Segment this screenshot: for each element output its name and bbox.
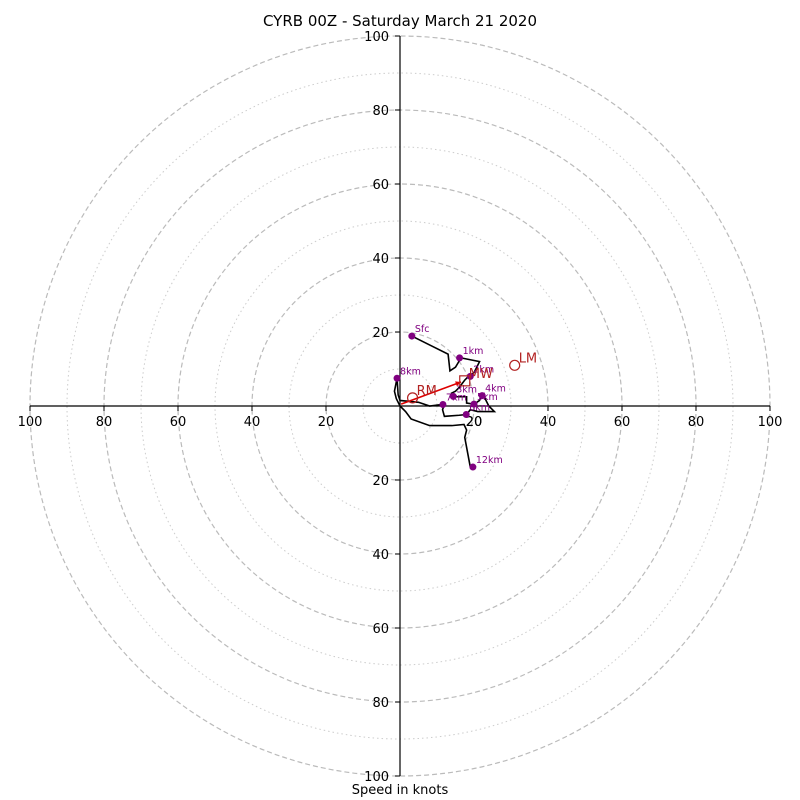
tick-label-right: 40 <box>540 415 557 430</box>
height-marker <box>469 463 477 471</box>
tick-label-down: 80 <box>372 696 389 711</box>
wind-trace-line <box>393 335 497 468</box>
chart-title: CYRB 00Z - Saturday March 21 2020 <box>262 12 538 30</box>
storm-motion-marker <box>406 392 419 404</box>
tick-label-right: 80 <box>688 415 705 430</box>
height-marker-label: 5km <box>477 392 498 403</box>
tick-label-left: 80 <box>96 415 113 430</box>
height-marker-label: Sfc <box>415 324 430 335</box>
height-marker-label: 3km <box>456 384 477 395</box>
tick-label-up: 80 <box>372 104 389 119</box>
tick-label-down: 40 <box>372 548 389 563</box>
height-marker-label: 2km <box>473 364 494 375</box>
shear-vector-line <box>400 381 462 405</box>
tick-label-left: 40 <box>244 415 261 430</box>
height-marker-label: 6km <box>469 403 490 414</box>
tick-label-up: 40 <box>372 252 389 267</box>
height-marker <box>449 392 457 400</box>
storm-motion-label: MW <box>469 367 493 382</box>
height-marker <box>439 401 447 409</box>
storm-motion-marker <box>459 375 471 387</box>
tick-label-down: 20 <box>372 474 389 489</box>
tick-label-down: 60 <box>372 622 389 637</box>
tick-label-down: 100 <box>364 770 389 785</box>
tick-label-left: 60 <box>170 415 187 430</box>
axis-ticks: 100 100 100 100 80 80 80 80 60 60 60 60 40 40 40 40 20 20… <box>18 30 783 785</box>
height-marker <box>456 354 464 362</box>
storm-motion-label: LM <box>519 351 537 366</box>
tick-label-up: 60 <box>372 178 389 193</box>
height-marker-label: 12km <box>476 455 503 466</box>
height-marker-label: 8km <box>400 366 421 377</box>
tick-label-right: 100 <box>758 415 783 430</box>
tick-label-up: 20 <box>372 326 389 341</box>
x-axis-label: Speed in knots <box>351 783 449 798</box>
height-marker-label: 1km <box>463 346 484 357</box>
tick-label-left: 100 <box>18 415 43 430</box>
storm-motion-markers: LM RM MW <box>406 351 537 404</box>
wind-trace <box>393 335 497 468</box>
height-marker-label: 7km <box>446 393 467 404</box>
height-marker-label: 4km <box>485 384 506 395</box>
height-marker <box>408 332 416 340</box>
height-marker <box>462 411 470 419</box>
tick-label-inner: 20 <box>466 415 483 430</box>
storm-motion-marker <box>509 359 521 371</box>
height-marker <box>470 400 478 408</box>
tick-label-right: 60 <box>614 415 631 430</box>
height-marker <box>478 392 486 400</box>
storm-motion-label: RM <box>417 384 437 399</box>
height-marker <box>393 374 401 382</box>
tick-label-up: 100 <box>364 30 389 45</box>
tick-label-right: 20 <box>466 415 483 430</box>
tick-label-left: 20 <box>318 415 335 430</box>
